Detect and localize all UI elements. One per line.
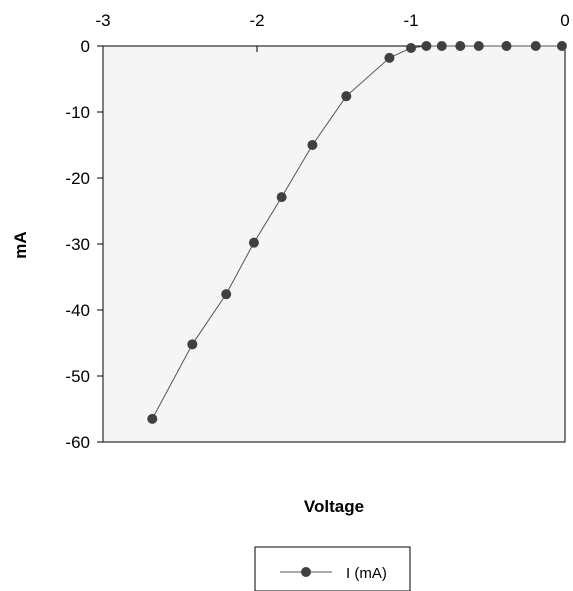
y-tick-label: -30	[65, 235, 90, 254]
data-point	[221, 289, 232, 300]
y-axis-title: mA	[11, 231, 30, 258]
plot-area	[102, 45, 566, 443]
data-point	[384, 52, 395, 63]
y-tick-label: -20	[65, 169, 90, 188]
y-tick-label: -10	[65, 103, 90, 122]
y-tick-label: -40	[65, 301, 90, 320]
data-point	[530, 41, 541, 51]
legend-marker	[301, 567, 311, 577]
data-point	[406, 42, 416, 53]
legend-box	[254, 546, 411, 591]
y-axis: 0 -10 -20 -30 -40 -50 -60	[65, 37, 103, 452]
x-tick-label: 0	[560, 11, 569, 30]
data-point	[276, 192, 287, 203]
y-tick-label: -50	[65, 367, 90, 386]
data-point	[455, 41, 466, 51]
data-point	[556, 41, 567, 51]
x-tick-label: -1	[403, 11, 418, 30]
data-point	[248, 237, 259, 248]
y-tick-label: 0	[81, 37, 90, 56]
y-tick-label: -60	[65, 433, 90, 452]
legend-label: I (mA)	[346, 565, 387, 582]
data-point	[341, 91, 352, 102]
data-point	[147, 413, 158, 424]
data-point	[307, 140, 318, 150]
x-tick-label: -2	[249, 11, 264, 30]
data-point	[501, 41, 512, 51]
x-axis-title: Voltage	[304, 497, 364, 516]
data-point	[421, 41, 432, 51]
legend: I (mA)	[254, 546, 411, 591]
data-point	[187, 339, 198, 350]
data-point	[473, 41, 484, 51]
series-line	[151, 45, 562, 420]
data-point	[436, 41, 447, 51]
series-layer	[147, 41, 567, 424]
x-tick-label: -3	[95, 11, 110, 30]
